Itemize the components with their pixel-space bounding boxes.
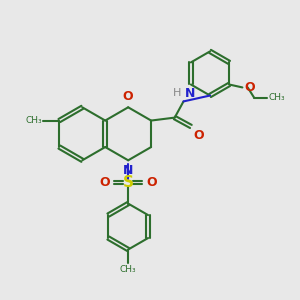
Text: O: O — [99, 176, 110, 189]
Text: N: N — [123, 164, 134, 177]
Text: H: H — [173, 88, 181, 98]
Text: O: O — [193, 128, 204, 142]
Text: CH₃: CH₃ — [25, 116, 42, 125]
Text: S: S — [123, 175, 134, 190]
Text: O: O — [123, 91, 134, 103]
Text: CH₃: CH₃ — [269, 93, 286, 102]
Text: CH₃: CH₃ — [120, 265, 136, 274]
Text: O: O — [244, 81, 255, 94]
Text: O: O — [146, 176, 157, 189]
Text: N: N — [185, 87, 195, 100]
